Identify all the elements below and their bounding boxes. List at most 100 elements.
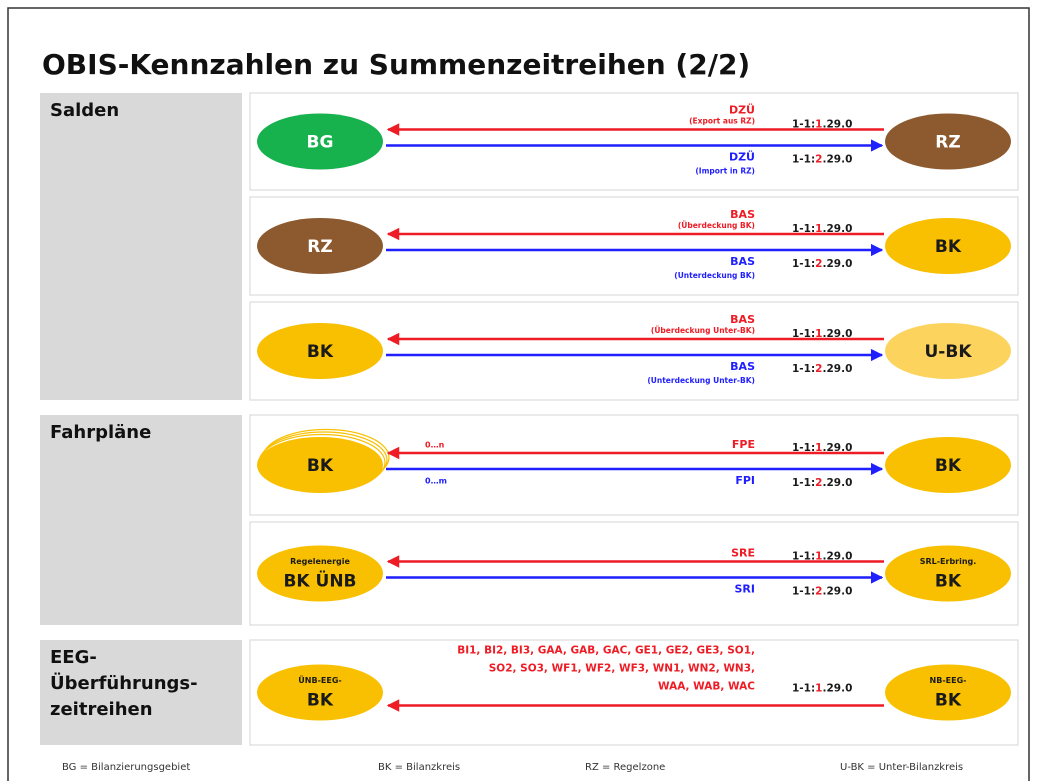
obis-code-part: .29.0 (822, 258, 852, 270)
node (885, 545, 1011, 602)
section-header (40, 93, 242, 400)
obis-code-part: .29.0 (822, 223, 852, 235)
obis-code-part: .29.0 (822, 119, 852, 131)
node (257, 218, 383, 274)
flow-note: (Export aus RZ) (689, 117, 755, 126)
flow-label: BAS (730, 255, 755, 268)
title: OBIS-Kennzahlen zu Summenzeitreihen (2/2… (42, 48, 750, 81)
obis-code-part: 1 (815, 442, 822, 454)
obis-code-part: 1-1: (792, 119, 815, 131)
node (257, 437, 383, 493)
obis-code-part: 2 (815, 586, 822, 598)
obis-code-part: 2 (815, 258, 822, 270)
section-label: Überführungs- (50, 672, 198, 694)
section-header (40, 640, 242, 745)
node-label: BK (307, 342, 334, 362)
obis-code-part: .29.0 (822, 154, 852, 166)
obis-code-part: 1 (815, 683, 822, 695)
obis-code-part: 1 (815, 328, 822, 340)
node-label: BK ÜNB (283, 570, 356, 592)
node-label: RZ (935, 133, 960, 153)
section-label: Fahrpläne (50, 422, 151, 443)
section-label: Salden (50, 100, 119, 121)
obis-code: 1-1:1.29.0 (792, 223, 852, 235)
node (257, 545, 383, 602)
node (885, 437, 1011, 493)
legend-entry: BK = Bilanzkreis (378, 762, 460, 773)
obis-code-part: .29.0 (822, 551, 852, 563)
node-label: BK (935, 237, 962, 257)
section-label: EEG- (50, 647, 97, 668)
obis-code-part: .29.0 (822, 328, 852, 340)
obis-code: 1-1:1.29.0 (792, 551, 852, 563)
flow-count: 0…n (425, 441, 445, 450)
obis-code-part: .29.0 (822, 586, 852, 598)
section-header (40, 415, 242, 625)
node (257, 323, 383, 379)
flow-note: (Import in RZ) (695, 167, 755, 176)
obis-code-part: 1-1: (792, 258, 815, 270)
flow-note: (Unterdeckung BK) (674, 271, 755, 280)
node-label: BG (307, 133, 334, 153)
node-label: U-BK (925, 342, 973, 362)
obis-code: 1-1:1.29.0 (792, 442, 852, 454)
obis-code-part: 1-1: (792, 586, 815, 598)
obis-code: 1-1:2.29.0 (792, 258, 852, 270)
obis-code-part: 1-1: (792, 683, 815, 695)
obis-code-part: 2 (815, 154, 822, 166)
flow-label: WAA, WAB, WAC (658, 681, 755, 693)
obis-code: 1-1:1.29.0 (792, 119, 852, 131)
node-sublabel: SRL-Erbring. (920, 557, 977, 566)
flow-label: SO2, SO3, WF1, WF2, WF3, WN1, WN2, WN3, (489, 663, 755, 675)
obis-code-part: 2 (815, 477, 822, 489)
obis-code: 1-1:2.29.0 (792, 363, 852, 375)
node-sublabel: ÜNB-EEG- (298, 675, 341, 685)
flow-note: (Unterdeckung Unter-BK) (647, 376, 755, 385)
flow-label: DZÜ (729, 150, 755, 164)
node-label: BK (935, 691, 962, 711)
node-label: BK (935, 456, 962, 476)
flow-label: FPE (732, 438, 755, 451)
obis-code-part: 1 (815, 551, 822, 563)
legend-entry: RZ = Regelzone (585, 762, 665, 773)
obis-code-part: 1-1: (792, 328, 815, 340)
flow-label: BAS (730, 208, 755, 221)
flow-note: (Überdeckung BK) (678, 221, 755, 230)
obis-code-part: 1-1: (792, 363, 815, 375)
node-label: BK (307, 456, 334, 476)
obis-code: 1-1:1.29.0 (792, 328, 852, 340)
obis-code-part: 1 (815, 223, 822, 235)
obis-code-part: 1-1: (792, 223, 815, 235)
section-label: zeitreihen (50, 699, 153, 720)
flow-label: FPI (735, 474, 755, 487)
legend-entry: U-BK = Unter-Bilanzkreis (840, 762, 963, 773)
node-label: RZ (307, 237, 332, 257)
node-sublabel: Regelenergie (290, 557, 350, 566)
obis-code: 1-1:2.29.0 (792, 154, 852, 166)
flow-label: BAS (730, 313, 755, 326)
obis-code-part: 2 (815, 363, 822, 375)
flow-label: BAS (730, 360, 755, 373)
node (257, 113, 383, 170)
obis-code-part: 1-1: (792, 477, 815, 489)
node (257, 664, 383, 721)
flow-label: DZÜ (729, 103, 755, 117)
obis-code: 1-1:2.29.0 (792, 586, 852, 598)
flow-label: SRE (731, 547, 755, 560)
obis-code-part: 1-1: (792, 551, 815, 563)
flow-note: (Überdeckung Unter-BK) (651, 326, 755, 335)
obis-code-part: .29.0 (822, 683, 852, 695)
node (885, 113, 1011, 170)
obis-code-part: 1-1: (792, 442, 815, 454)
flow-count: 0…m (425, 477, 447, 486)
node-label: BK (307, 691, 334, 711)
node (885, 664, 1011, 721)
obis-code: 1-1:1.29.0 (792, 683, 852, 695)
flow-label: BI1, BI2, BI3, GAA, GAB, GAC, GE1, GE2, … (457, 645, 755, 657)
node-sublabel: NB-EEG- (930, 676, 967, 685)
obis-code-part: .29.0 (822, 477, 852, 489)
obis-code: 1-1:2.29.0 (792, 477, 852, 489)
flow-label: SRI (735, 583, 756, 596)
